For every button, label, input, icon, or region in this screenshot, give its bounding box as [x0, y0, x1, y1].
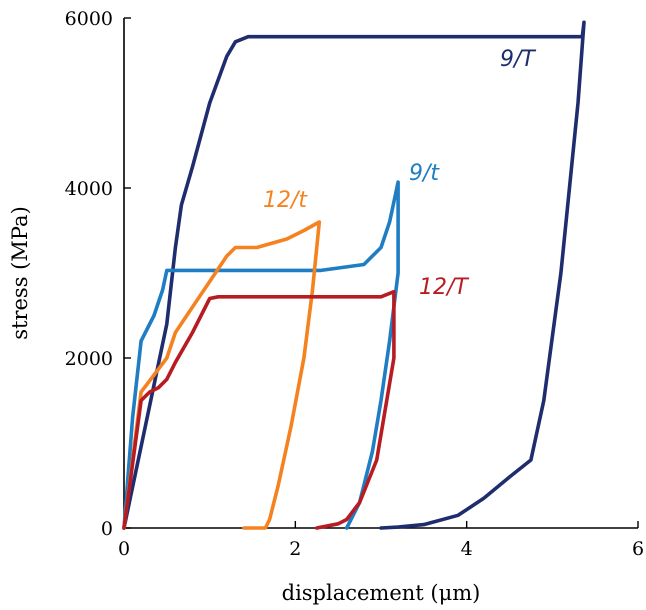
x-tick-label: 0	[118, 538, 130, 560]
series-line-12-t	[122, 220, 322, 530]
y-tick-label: 0	[101, 518, 113, 540]
y-axis-title: stress (MPa)	[8, 206, 32, 340]
x-axis-title: displacement (μm)	[282, 581, 481, 605]
axes: 0 2 4 6 0 2000 4000 6000	[65, 8, 644, 560]
y-tick-label: 6000	[65, 8, 113, 30]
series-label-12-t: 12/t	[263, 188, 308, 213]
y-tick-label: 4000	[65, 178, 113, 200]
x-tick-label: 2	[289, 538, 301, 560]
series-label-9-t: 9/T	[500, 47, 536, 72]
x-tick-label: 4	[461, 538, 473, 560]
series-label-12-t: 12/T	[419, 275, 469, 300]
series-line-12-t	[122, 289, 396, 530]
series-label-9-t: 9/t	[409, 161, 440, 186]
y-tick-label: 2000	[65, 348, 113, 370]
x-tick-label: 6	[632, 538, 644, 560]
series-labels: 9/T 9/t 12/t 12/T	[263, 47, 536, 300]
series-line-9-t	[122, 20, 586, 530]
series-line-9-t	[122, 180, 400, 530]
series-layer	[122, 20, 586, 530]
